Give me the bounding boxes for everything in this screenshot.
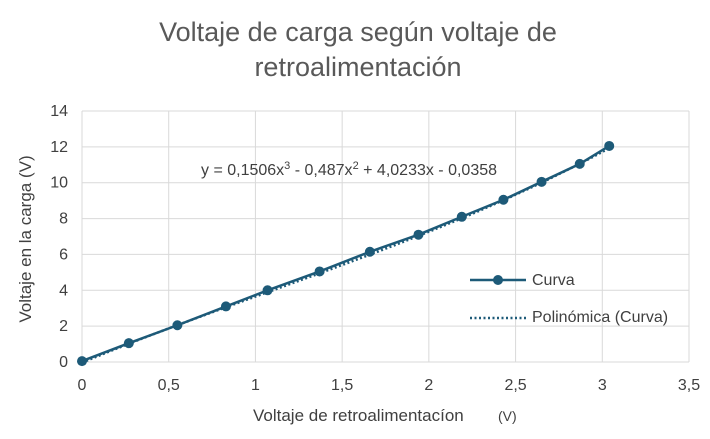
data-point xyxy=(314,266,325,277)
y-tick-label: 2 xyxy=(59,318,68,335)
x-tick-label: 0 xyxy=(78,377,87,394)
data-point xyxy=(172,320,183,331)
y-tick-label: 12 xyxy=(50,139,68,156)
x-tick-label: 2 xyxy=(424,377,433,394)
grid-lines xyxy=(81,110,690,363)
data-point xyxy=(536,176,547,187)
data-point xyxy=(413,229,424,240)
y-tick-label: 6 xyxy=(59,246,68,263)
trendline-equation: y = 0,1506x3 - 0,487x2 + 4,0233x - 0,035… xyxy=(201,160,497,179)
equation-exponent-2: 2 xyxy=(353,160,359,172)
y-tick-label: 14 xyxy=(50,103,68,120)
legend-trendline-label: Polinómica (Curva) xyxy=(532,309,668,326)
chart-title-line-1: Voltaje de carga según voltaje de xyxy=(159,17,557,47)
data-point xyxy=(220,301,231,312)
legend-series-marker xyxy=(493,275,503,285)
x-tick-labels: 0 0,5 1 1,5 2 2,5 3 3,5 xyxy=(78,377,701,394)
legend-series-label: Curva xyxy=(532,272,575,289)
y-tick-label: 10 xyxy=(50,175,68,192)
data-point xyxy=(604,140,615,151)
x-axis-unit: (V) xyxy=(498,408,517,424)
x-tick-label: 3,5 xyxy=(678,377,700,394)
equation-part-2: - 0,487x xyxy=(290,162,352,179)
x-axis-label: Voltaje de retroalimentacíon xyxy=(253,406,464,425)
chart-title-line-2: retroalimentación xyxy=(254,52,461,82)
y-axis-label: Voltaje en la carga (V) xyxy=(16,155,35,322)
x-tick-label: 1,5 xyxy=(331,377,353,394)
x-tick-label: 0,5 xyxy=(158,377,180,394)
y-tick-label: 8 xyxy=(59,211,68,228)
x-tick-label: 1 xyxy=(251,377,260,394)
legend: Curva Polinómica (Curva) xyxy=(470,272,668,326)
equation-exponent-3: 3 xyxy=(284,160,290,172)
data-point xyxy=(498,194,509,205)
data-point xyxy=(123,338,134,349)
series-points-curva xyxy=(77,140,615,367)
equation-part-3: + 4,0233x - 0,0358 xyxy=(359,162,497,179)
data-point xyxy=(262,285,273,296)
data-point xyxy=(574,158,585,169)
x-tick-label: 2,5 xyxy=(504,377,526,394)
data-point xyxy=(77,356,87,367)
x-tick-label: 3 xyxy=(598,377,607,394)
y-tick-label: 4 xyxy=(59,282,68,299)
equation-part-1: y = 0,1506x xyxy=(201,162,284,179)
data-point xyxy=(456,211,467,222)
y-tick-labels: 0 2 4 6 8 10 12 14 xyxy=(50,103,68,371)
y-tick-label: 0 xyxy=(59,354,68,371)
data-point xyxy=(364,246,375,257)
